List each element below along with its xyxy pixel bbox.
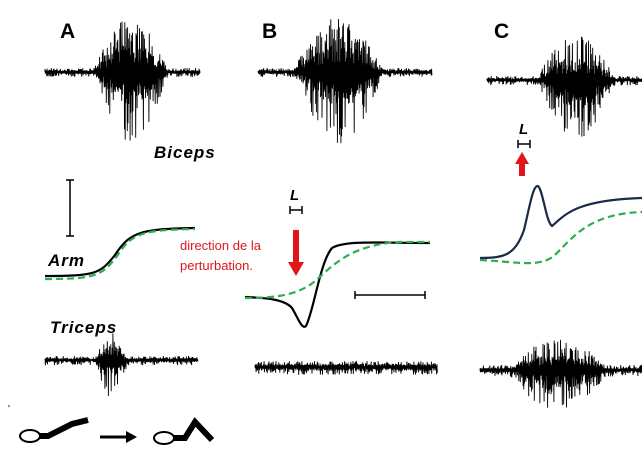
emg-trace xyxy=(486,36,642,137)
emg-trace xyxy=(44,21,201,141)
arrow-shaft xyxy=(293,230,299,264)
arrow-head xyxy=(126,431,137,443)
latency-marker: L xyxy=(290,187,299,204)
annotation: direction de la xyxy=(180,238,262,253)
panel-label: B xyxy=(262,20,277,43)
arrow-shaft xyxy=(519,162,525,176)
arm-trace-model xyxy=(244,240,430,300)
emg-trace xyxy=(257,19,433,144)
shoulder xyxy=(153,431,175,445)
perturbation-arrows xyxy=(288,152,529,276)
arm-label: Arm xyxy=(47,251,85,270)
emg-trace xyxy=(479,339,642,408)
emg-trace xyxy=(254,361,438,375)
arm-trace-model xyxy=(479,210,642,265)
biceps-label: Biceps xyxy=(154,143,216,162)
shoulder xyxy=(19,429,41,443)
latency-marker: L xyxy=(519,121,528,138)
emg-trace xyxy=(44,333,199,397)
triceps-label: Triceps xyxy=(50,318,117,337)
arm-trace xyxy=(44,226,196,278)
arrow-head xyxy=(515,152,529,164)
annotation: perturbation. xyxy=(180,258,253,273)
arm-trace xyxy=(244,241,431,328)
panel-label: A xyxy=(60,20,75,43)
panel-label: C xyxy=(494,20,509,43)
arrow-head xyxy=(288,262,304,276)
dot: ' xyxy=(8,404,10,415)
arm-trace-model xyxy=(44,227,196,281)
arm-icons: ' xyxy=(8,404,215,445)
arm-trace xyxy=(479,184,642,260)
emg-traces xyxy=(44,19,642,408)
scale-bars xyxy=(66,140,531,299)
arm-traces xyxy=(44,184,642,328)
